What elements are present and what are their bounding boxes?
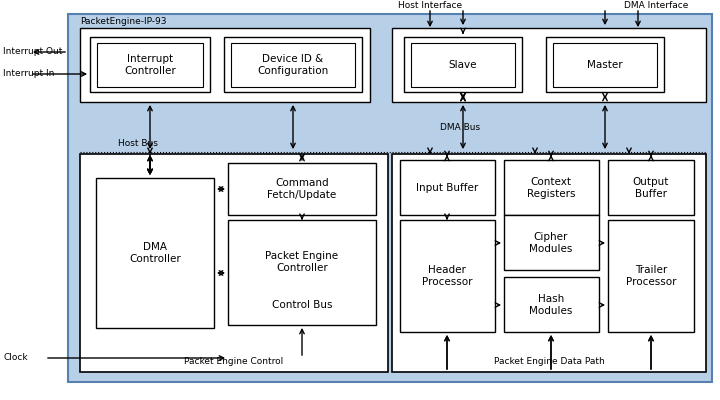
Text: DMA Bus: DMA Bus <box>440 123 480 132</box>
Text: Cipher
Modules: Cipher Modules <box>529 232 572 254</box>
Text: Trailer
Processor: Trailer Processor <box>626 265 676 287</box>
Text: Device ID &
Configuration: Device ID & Configuration <box>257 54 328 76</box>
Bar <box>231 43 355 87</box>
Text: Input Buffer: Input Buffer <box>416 183 478 193</box>
Bar <box>546 37 664 92</box>
Bar <box>608 220 694 332</box>
Bar <box>553 43 657 87</box>
Bar <box>392 28 706 102</box>
Bar <box>400 220 495 332</box>
Text: Hash
Modules: Hash Modules <box>529 294 572 316</box>
Text: Packet Engine Data Path: Packet Engine Data Path <box>494 357 604 366</box>
Bar <box>224 37 362 92</box>
Bar <box>504 160 599 215</box>
Text: Packet Engine Control: Packet Engine Control <box>184 357 284 366</box>
Text: Host Bus: Host Bus <box>118 139 158 148</box>
Bar <box>608 160 694 215</box>
Bar <box>411 43 515 87</box>
Bar <box>504 277 599 332</box>
Text: Interrupt
Controller: Interrupt Controller <box>124 54 176 76</box>
Text: DMA Interface: DMA Interface <box>624 2 688 10</box>
Bar <box>90 37 210 92</box>
Text: Command
Fetch/Update: Command Fetch/Update <box>267 178 337 200</box>
Text: Slave: Slave <box>449 60 477 70</box>
Bar <box>80 28 370 102</box>
Text: Control Bus: Control Bus <box>271 300 332 310</box>
Text: DMA
Controller: DMA Controller <box>129 242 181 264</box>
Text: Host Interface: Host Interface <box>398 2 462 10</box>
Bar <box>97 43 203 87</box>
Text: Output
Buffer: Output Buffer <box>633 177 669 199</box>
Bar <box>404 37 522 92</box>
Bar <box>400 160 495 215</box>
Text: Interrupt In: Interrupt In <box>3 70 55 78</box>
Text: PacketEngine-IP-93: PacketEngine-IP-93 <box>80 18 166 26</box>
Bar <box>68 14 712 382</box>
Text: Master: Master <box>588 60 623 70</box>
Bar <box>392 154 706 372</box>
Text: Interrupt Out: Interrupt Out <box>3 48 63 56</box>
Bar <box>504 215 599 270</box>
Bar <box>80 154 388 372</box>
Text: Header
Processor: Header Processor <box>422 265 472 287</box>
Bar <box>96 178 214 328</box>
Text: Context
Registers: Context Registers <box>527 177 575 199</box>
Bar <box>228 220 376 325</box>
Bar <box>228 163 376 215</box>
Text: Clock: Clock <box>3 354 27 362</box>
Text: Packet Engine
Controller: Packet Engine Controller <box>266 251 338 273</box>
